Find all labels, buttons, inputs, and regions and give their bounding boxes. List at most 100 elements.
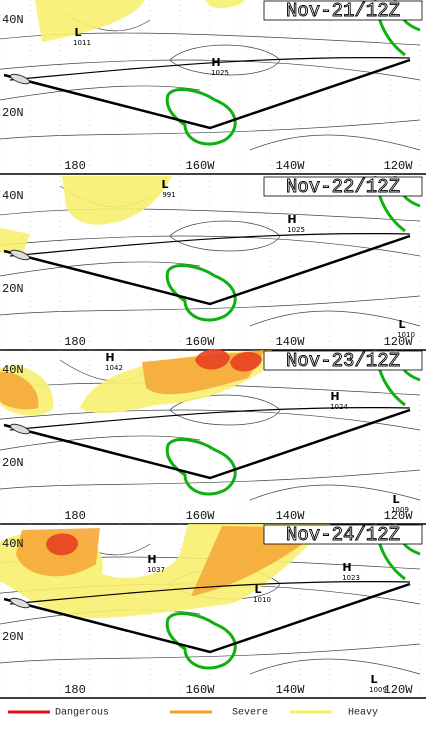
weather-area: [0, 228, 30, 256]
weather-area: [35, 0, 145, 42]
pressure-value: 1009: [391, 506, 409, 514]
lon-label: 180: [64, 335, 86, 349]
isobar: [249, 134, 421, 151]
lat-label: 20N: [2, 282, 24, 296]
pressure-symbol: H: [105, 351, 114, 364]
pressure-symbol: L: [370, 673, 377, 686]
isobar: [249, 484, 421, 501]
panel-title: Nov-23/12Z: [286, 350, 400, 372]
route: [3, 58, 411, 130]
title-box: [263, 176, 423, 197]
pressure-symbol: H: [287, 213, 296, 226]
pressure-value: 1042: [105, 364, 123, 372]
lat-label: 20N: [2, 630, 24, 644]
weather-area: [205, 0, 245, 8]
pressure-symbol: H: [330, 390, 339, 403]
route: [3, 234, 411, 306]
legend: Dangerous Severe Heavy: [0, 702, 426, 740]
route-alt: [9, 581, 411, 605]
lon-label: 140W: [276, 683, 306, 697]
weather-area: [0, 371, 39, 410]
lon-label: 120W: [384, 335, 414, 349]
isobar: [0, 295, 421, 316]
isobar: [0, 235, 421, 257]
route: [3, 408, 411, 480]
pressure-symbol: L: [74, 26, 81, 39]
legend-label: Heavy: [348, 708, 378, 719]
panel-title: Nov-21/12Z: [286, 0, 400, 22]
lon-label: 160W: [186, 335, 216, 349]
lon-label: 160W: [186, 159, 216, 173]
isobar: [249, 310, 421, 327]
lat-label: 20N: [2, 456, 24, 470]
isobar: [0, 435, 201, 451]
isobar: [169, 44, 281, 76]
weather-area: [62, 176, 172, 225]
ship: [10, 597, 30, 609]
pressure-value: 1011: [73, 39, 91, 47]
pressure-value: 1010: [253, 596, 271, 604]
pressure-value: 1010: [397, 331, 415, 339]
hawaii-zone: [165, 264, 237, 322]
hawaii-zone: [165, 612, 237, 670]
weather-area: [195, 349, 230, 370]
pressure-value: 991: [162, 191, 175, 199]
lon-label: 180: [64, 159, 86, 173]
pressure-value: 1037: [147, 566, 165, 574]
isobar: [0, 119, 421, 140]
pressure-symbol: L: [392, 493, 399, 506]
route-alt: [9, 57, 411, 81]
isobar: [0, 261, 201, 277]
lon-label: 140W: [276, 335, 306, 349]
lon-label: 180: [64, 683, 86, 697]
lon-label: 140W: [276, 509, 306, 523]
lat-label: 40N: [2, 363, 24, 377]
ship: [10, 249, 30, 261]
lon-label: 160W: [186, 683, 216, 697]
weather-area: [230, 352, 262, 372]
title-box: [263, 350, 423, 371]
lat-label: 40N: [2, 537, 24, 551]
isobar: [249, 658, 421, 675]
pressure-value: 1009: [369, 686, 387, 694]
hawaii-zone: [165, 88, 237, 146]
title-box: [263, 0, 423, 21]
title-box: [263, 524, 423, 545]
hawaii-zone: [165, 438, 237, 496]
pressure-symbol: H: [211, 56, 220, 69]
lat-label: 20N: [2, 106, 24, 120]
pressure-value: 1025: [287, 226, 305, 234]
panel-title: Nov-22/12Z: [286, 176, 400, 198]
route-alt: [9, 233, 411, 257]
lon-label: 180: [64, 509, 86, 523]
legend-label: Dangerous: [55, 708, 109, 719]
legend-label: Severe: [232, 708, 268, 719]
isobar: [0, 85, 201, 101]
pressure-symbol: L: [398, 318, 405, 331]
pressure-symbol: L: [254, 583, 261, 596]
panel-title: Nov-24/12Z: [286, 524, 400, 546]
isobar: [0, 32, 421, 46]
map-panel: Nov-22/12Z 40N 20N 180 160W 140W 120W L 991 H1025…: [0, 176, 426, 351]
pressure-value: 1023: [342, 574, 360, 582]
pressure-value: 1024: [330, 403, 348, 411]
ship: [10, 73, 30, 85]
lat-label: 40N: [2, 13, 24, 27]
isobar: [0, 409, 421, 431]
legend-box: [0, 702, 426, 740]
pressure-symbol: H: [342, 561, 351, 574]
route: [3, 582, 411, 654]
lon-label: 160W: [186, 509, 216, 523]
lon-label: 120W: [384, 683, 414, 697]
lon-label: 120W: [384, 509, 414, 523]
isobar: [0, 643, 421, 664]
lon-label: 120W: [384, 159, 414, 173]
isobar: [169, 220, 281, 252]
lon-label: 140W: [276, 159, 306, 173]
lat-label: 40N: [2, 189, 24, 203]
